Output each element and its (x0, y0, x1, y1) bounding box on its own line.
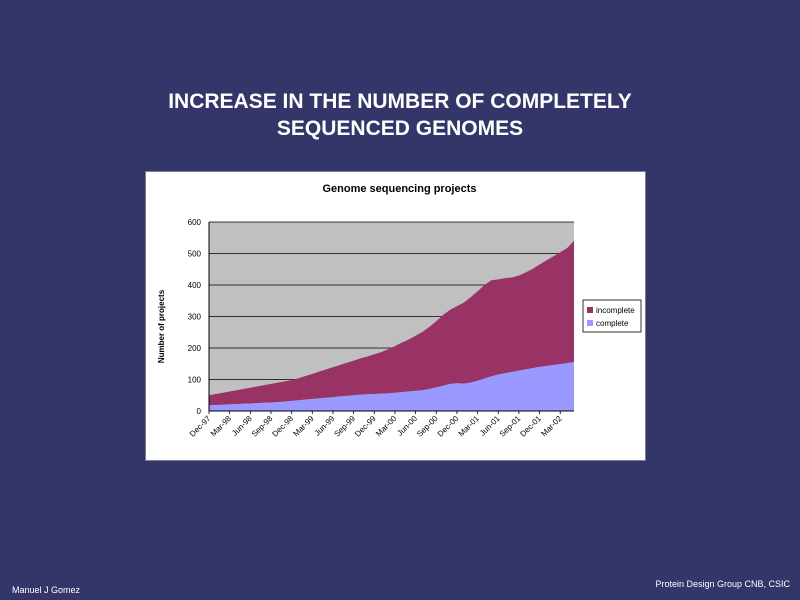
x-tick-label: Sep-01 (498, 414, 523, 439)
slide-title-line-2: SEQUENCED GENOMES (276, 117, 524, 140)
x-tick-label: Dec-99 (353, 414, 378, 439)
x-tick-label: Dec-01 (518, 414, 543, 439)
x-tick-label: Dec-97 (188, 414, 213, 439)
footer-author: Manuel J Gomez (12, 585, 81, 595)
area-complete (209, 362, 574, 411)
chart-title: Genome sequencing projects (322, 183, 476, 195)
y-tick-label: 200 (188, 344, 202, 353)
x-tick-label: Dec-98 (270, 414, 295, 439)
legend-label-complete: complete (596, 319, 629, 328)
slide-title-line-1: INCREASE IN THE NUMBER OF COMPLETELY (168, 90, 632, 113)
y-tick-label: 100 (188, 376, 202, 385)
area-incomplete (209, 240, 574, 406)
chart-frame: Genome sequencing projects 0 100 200 300 400 5… (145, 171, 646, 461)
y-tick-label: 0 (197, 407, 202, 416)
x-tick-label: Dec-00 (436, 414, 461, 439)
x-tick-label: Mar-98 (209, 414, 234, 439)
x-tick-label: Mar-99 (291, 414, 316, 439)
legend-box (582, 299, 642, 333)
y-tick-label: 600 (188, 218, 202, 227)
genome-chart: Genome sequencing projects 0 100 200 300 400 5… (157, 183, 642, 439)
slide-title: INCREASE IN THE NUMBER OF COMPLETELY SEQ… (0, 88, 800, 142)
footer-affiliation: Protein Design Group CNB, CSIC (655, 579, 790, 589)
x-tick-label: Mar-00 (374, 414, 399, 439)
legend-label-incomplete: incomplete (596, 306, 635, 315)
x-tick-label: Sep-00 (415, 414, 440, 439)
y-tick-label: 500 (188, 250, 202, 259)
x-tick-label: Mar-01 (457, 414, 482, 439)
legend-swatch-incomplete (587, 307, 593, 313)
y-tick-label: 400 (188, 281, 202, 290)
x-tick-label: Mar-02 (539, 414, 564, 439)
y-axis-label: Number of projects (157, 289, 166, 363)
x-tick-label: Sep-99 (332, 414, 357, 439)
y-tick-label: 300 (188, 313, 202, 322)
legend-swatch-complete (587, 320, 593, 326)
x-tick-label: Sep-98 (250, 414, 275, 439)
